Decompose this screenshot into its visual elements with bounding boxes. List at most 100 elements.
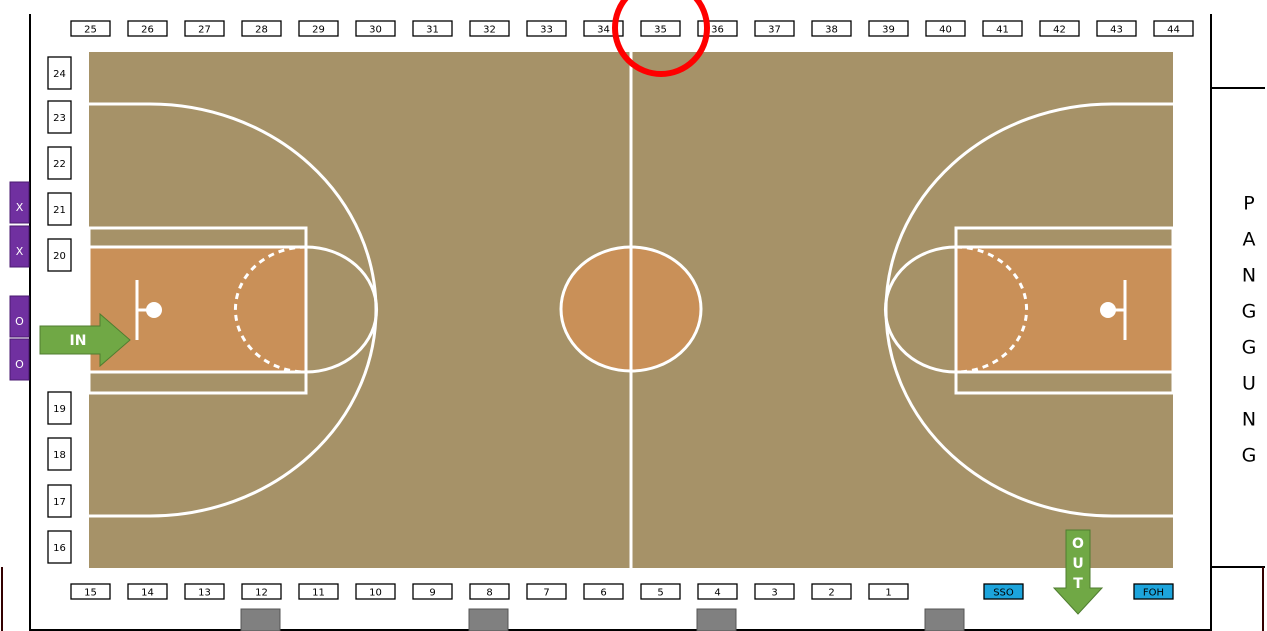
booth-label: 29 bbox=[312, 25, 325, 36]
booth-label: 44 bbox=[1167, 25, 1180, 36]
side-marker-label: X bbox=[16, 245, 24, 258]
booth-label: 16 bbox=[53, 543, 66, 554]
key-right bbox=[956, 247, 1173, 372]
booth bbox=[868, 583, 909, 600]
side-marker bbox=[9, 338, 30, 381]
side-marker-label: O bbox=[15, 315, 24, 328]
booth-label: 22 bbox=[53, 159, 66, 170]
booth-label: 27 bbox=[198, 25, 211, 36]
hoop bbox=[146, 302, 162, 318]
booth bbox=[47, 100, 72, 134]
booth-label: 18 bbox=[53, 450, 66, 461]
booth-label: 6 bbox=[600, 588, 606, 599]
booth-label: 36 bbox=[711, 25, 724, 36]
booth-label: 38 bbox=[825, 25, 838, 36]
stage-letter: G bbox=[1242, 301, 1257, 323]
side-marker bbox=[9, 225, 30, 268]
highlight-circle bbox=[612, 0, 710, 77]
booth-label: 14 bbox=[141, 588, 154, 599]
booth bbox=[47, 146, 72, 180]
booth bbox=[298, 583, 339, 600]
booth-label: 39 bbox=[882, 25, 895, 36]
pillar bbox=[696, 608, 737, 631]
free-throw-arc-dashed bbox=[955, 245, 1029, 374]
booth bbox=[298, 20, 339, 37]
booth bbox=[526, 20, 567, 37]
stage-letter: P bbox=[1243, 193, 1254, 215]
booth bbox=[127, 20, 168, 37]
entrance-label: IN bbox=[70, 333, 87, 349]
side-marker-label: X bbox=[16, 201, 24, 214]
booth-label: 20 bbox=[53, 251, 66, 262]
booth bbox=[355, 583, 396, 600]
booth bbox=[412, 20, 453, 37]
booth bbox=[1096, 20, 1137, 37]
booth bbox=[1133, 583, 1174, 600]
booth bbox=[184, 20, 225, 37]
lane-right bbox=[954, 226, 1175, 395]
free-throw-arc-dashed bbox=[233, 245, 307, 374]
three-point-right bbox=[884, 102, 1173, 518]
booth-label: 31 bbox=[426, 25, 439, 36]
booth-label: 13 bbox=[198, 588, 211, 599]
stage-letter: G bbox=[1242, 445, 1257, 467]
booth-label: 35 bbox=[654, 25, 667, 36]
booth bbox=[47, 238, 72, 272]
booth bbox=[469, 20, 510, 37]
booth-label: 3 bbox=[771, 588, 777, 599]
three-point-left bbox=[89, 102, 378, 518]
booth bbox=[47, 437, 72, 471]
booth bbox=[1039, 20, 1080, 37]
booth-label: 33 bbox=[540, 25, 553, 36]
booth bbox=[754, 20, 795, 37]
booth-label: 12 bbox=[255, 588, 268, 599]
booth-label: 21 bbox=[53, 205, 66, 216]
booth bbox=[469, 583, 510, 600]
booth-label: 9 bbox=[429, 588, 435, 599]
exit-letter: U bbox=[1072, 556, 1083, 572]
booth bbox=[47, 391, 72, 425]
frame bbox=[1, 14, 1265, 631]
booth-label: 4 bbox=[714, 588, 720, 599]
booth-label: 8 bbox=[486, 588, 492, 599]
booth-label: 40 bbox=[939, 25, 952, 36]
booth bbox=[184, 583, 225, 600]
booth bbox=[355, 20, 396, 37]
booth bbox=[70, 20, 111, 37]
hoop bbox=[1100, 302, 1116, 318]
booth-label: 28 bbox=[255, 25, 268, 36]
booth bbox=[47, 484, 72, 518]
booths: 25 26 27 28 29 30 31 32 33 34 35 36 37 38 39 40 41 42 43 44… bbox=[9, 20, 1257, 600]
booth-label: 19 bbox=[53, 404, 66, 415]
booth bbox=[811, 583, 852, 600]
booth bbox=[697, 583, 738, 600]
booth-label: FOH bbox=[1143, 588, 1164, 599]
booth-label: 43 bbox=[1110, 25, 1123, 36]
booth-label: 15 bbox=[84, 588, 97, 599]
booth-label: 30 bbox=[369, 25, 382, 36]
booth-label: 1 bbox=[885, 588, 891, 599]
booth bbox=[640, 583, 681, 600]
stage-letter: U bbox=[1242, 373, 1256, 395]
booth bbox=[640, 20, 681, 37]
booth bbox=[811, 20, 852, 37]
booth bbox=[47, 192, 72, 226]
pillar bbox=[468, 608, 509, 631]
booth-label: 5 bbox=[657, 588, 663, 599]
booth bbox=[241, 20, 282, 37]
booth bbox=[47, 530, 72, 564]
booth-label: 10 bbox=[369, 588, 382, 599]
booth bbox=[868, 20, 909, 37]
stage-letter: A bbox=[1243, 229, 1256, 251]
entrance-arrow bbox=[39, 312, 131, 368]
booth bbox=[583, 583, 624, 600]
key-left bbox=[89, 247, 306, 372]
booth bbox=[754, 583, 795, 600]
booth-label: 37 bbox=[768, 25, 781, 36]
booth bbox=[1153, 20, 1194, 37]
booth bbox=[412, 583, 453, 600]
pillars bbox=[240, 608, 965, 631]
pillar bbox=[240, 608, 281, 631]
exit-arrow bbox=[1052, 529, 1104, 615]
side-marker bbox=[9, 295, 30, 338]
